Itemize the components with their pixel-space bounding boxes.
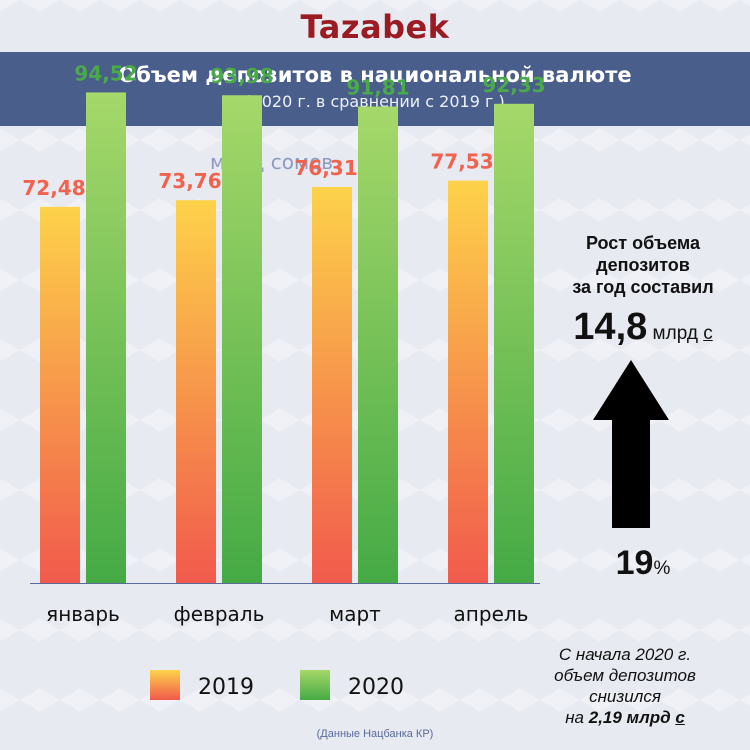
growth-caption: Рост объема депозитов за год составил (548, 232, 738, 298)
page-title: Объем депозитов в национальной валюте (118, 63, 632, 87)
data-label-2020: 92,33 (482, 73, 545, 97)
bar-2019 (176, 200, 216, 583)
growth-percent: 19% (548, 544, 738, 583)
currency-symbol: с (675, 708, 685, 727)
bar-2019 (448, 180, 488, 583)
legend-swatch-2020 (300, 670, 330, 700)
growth-amount-value: 14,8 (573, 306, 648, 348)
percent-sign: % (653, 558, 671, 579)
x-tick-label: январь (46, 602, 120, 626)
legend-label-2019: 2019 (198, 675, 254, 700)
growth-amount: 14,8 млрд с (548, 306, 738, 349)
growth-caption-line: за год составил (572, 277, 714, 297)
ytd-change-note: С начала 2020 г. объем депозитов снизилс… (520, 644, 730, 728)
note-line: С начала 2020 г. (558, 645, 692, 664)
bar-2020 (222, 95, 262, 583)
brand-logo: Tazabek (300, 8, 450, 46)
note-amount: 2,19 млрд (588, 708, 671, 727)
bar-2019 (40, 206, 80, 583)
note-line: объем депозитов (554, 666, 696, 685)
growth-up-arrow (593, 360, 669, 528)
bar-2020 (358, 106, 398, 583)
data-label-2020: 91,81 (346, 76, 409, 100)
x-tick-label: февраль (174, 602, 265, 626)
bar-2020 (86, 92, 126, 584)
note-line: на 2,19 млрд с (520, 707, 730, 728)
bar-2019 (312, 186, 352, 583)
growth-amount-unit: млрд (652, 323, 698, 344)
data-label-2019: 76,31 (294, 156, 357, 180)
note-line: снизился (589, 687, 661, 706)
data-label-2019: 72,48 (22, 176, 85, 200)
currency-symbol: с (703, 323, 713, 344)
note-prefix: на (565, 708, 589, 727)
growth-percent-value: 19 (615, 544, 654, 582)
legend-swatch-2019 (150, 670, 180, 700)
bar-2020 (494, 103, 534, 583)
data-label-2019: 73,76 (158, 169, 221, 193)
growth-caption-line: Рост объема (585, 233, 700, 253)
data-source: (Данные Нацбанка КР) (316, 728, 434, 740)
growth-caption-line: депозитов (596, 255, 690, 275)
page-subtitle: (2020 г. в сравнении с 2019 г.) (245, 92, 505, 111)
x-tick-label: март (329, 602, 381, 626)
data-label-2019: 77,53 (430, 150, 493, 174)
legend-label-2020: 2020 (348, 675, 404, 700)
data-label-2020: 93,98 (210, 64, 273, 88)
x-tick-label: апрель (454, 602, 529, 626)
data-label-2020: 94,52 (74, 61, 137, 85)
